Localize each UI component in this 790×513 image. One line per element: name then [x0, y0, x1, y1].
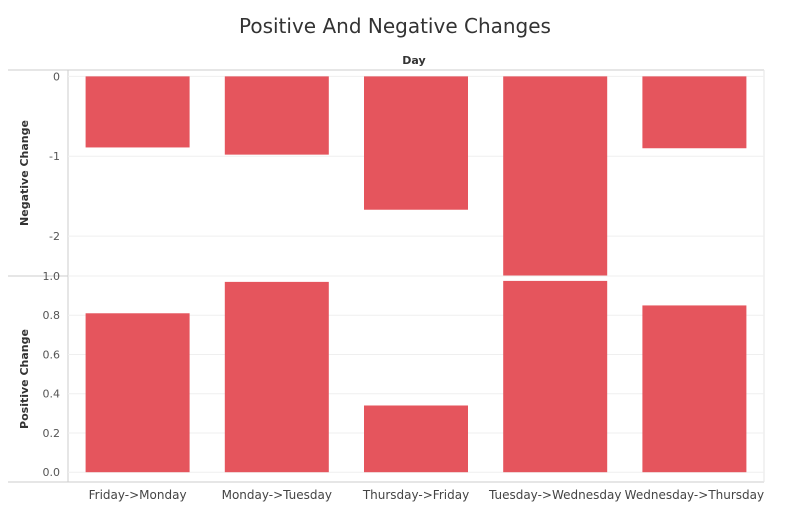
y-tick-label: 0 — [53, 70, 60, 83]
column-header-label: Day — [402, 54, 425, 67]
bar-positive — [642, 305, 747, 473]
panel-negative: 0 -1 -2 Negative Change — [18, 70, 764, 276]
x-category-label: Wednesday->Thursday — [625, 488, 764, 502]
bar-positive — [503, 280, 608, 473]
y-tick-label: 0.8 — [43, 309, 61, 322]
chart-title: Positive And Negative Changes — [239, 14, 551, 38]
y-axis-title: Negative Change — [18, 120, 31, 226]
bar-positive — [224, 281, 329, 473]
y-tick-label: 0.6 — [43, 348, 61, 361]
bar-negative — [364, 76, 468, 210]
bar-negative — [85, 76, 190, 148]
bar-positive — [85, 313, 190, 473]
y-tick-label: 1.0 — [43, 270, 61, 283]
y-tick-label: -1 — [49, 150, 60, 163]
bar-positive — [364, 405, 468, 473]
x-category-label: Thursday->Friday — [362, 488, 469, 502]
x-category-label: Monday->Tuesday — [222, 488, 332, 502]
y-axis-title: Positive Change — [18, 329, 31, 429]
bar-negative — [224, 76, 329, 155]
bar-negative — [503, 76, 608, 276]
x-category-label: Friday->Monday — [89, 488, 187, 502]
y-tick-label: -2 — [49, 230, 60, 243]
y-tick-label: 0.2 — [43, 427, 61, 440]
y-tick-label: 0.4 — [43, 388, 61, 401]
y-tick-label: 0.0 — [43, 466, 61, 479]
x-category-label: Tuesday->Wednesday — [488, 488, 621, 502]
bar-negative — [642, 76, 747, 149]
panel-positive: 1.0 0.8 0.6 0.4 0.2 0.0 Positive Change — [18, 270, 764, 479]
chart-panels: 0 -1 -2 Negative Change 1.0 0.8 0.6 0.4 0.2 0.0 Po… — [18, 70, 764, 502]
